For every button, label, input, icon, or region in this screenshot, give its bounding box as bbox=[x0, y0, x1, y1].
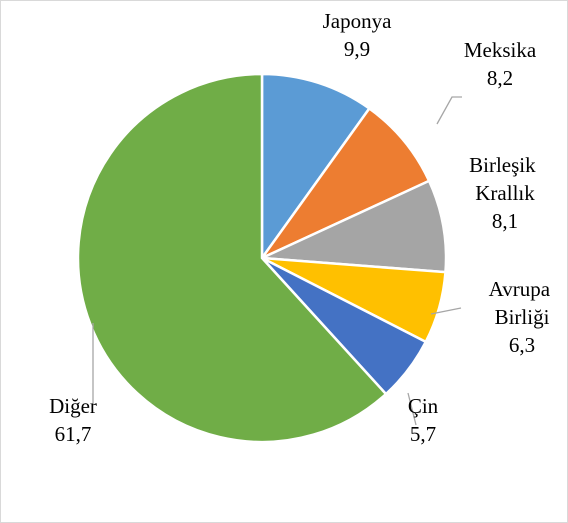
category-label: Avrupa Birliği bbox=[489, 277, 556, 329]
pie-slice bbox=[257, 179, 448, 274]
category-label: Çin bbox=[408, 394, 439, 418]
value-label: 8,1 bbox=[492, 209, 518, 233]
leader-line bbox=[436, 96, 462, 125]
category-label: Meksika bbox=[464, 38, 537, 62]
pie-slice bbox=[260, 72, 372, 262]
pie-slice bbox=[76, 72, 388, 444]
category-label: Diğer bbox=[49, 394, 97, 418]
value-label: 9,9 bbox=[344, 37, 370, 61]
value-label: 8,2 bbox=[487, 66, 513, 90]
category-label: Birleşik Krallık bbox=[469, 153, 541, 205]
value-label: 6,3 bbox=[509, 333, 535, 357]
pie-slice bbox=[258, 106, 431, 262]
leader-line bbox=[407, 392, 417, 426]
category-label: Japonya bbox=[323, 9, 392, 33]
value-label: 5,7 bbox=[410, 422, 436, 446]
leader-line bbox=[430, 307, 462, 315]
value-label: 61,7 bbox=[55, 422, 92, 446]
